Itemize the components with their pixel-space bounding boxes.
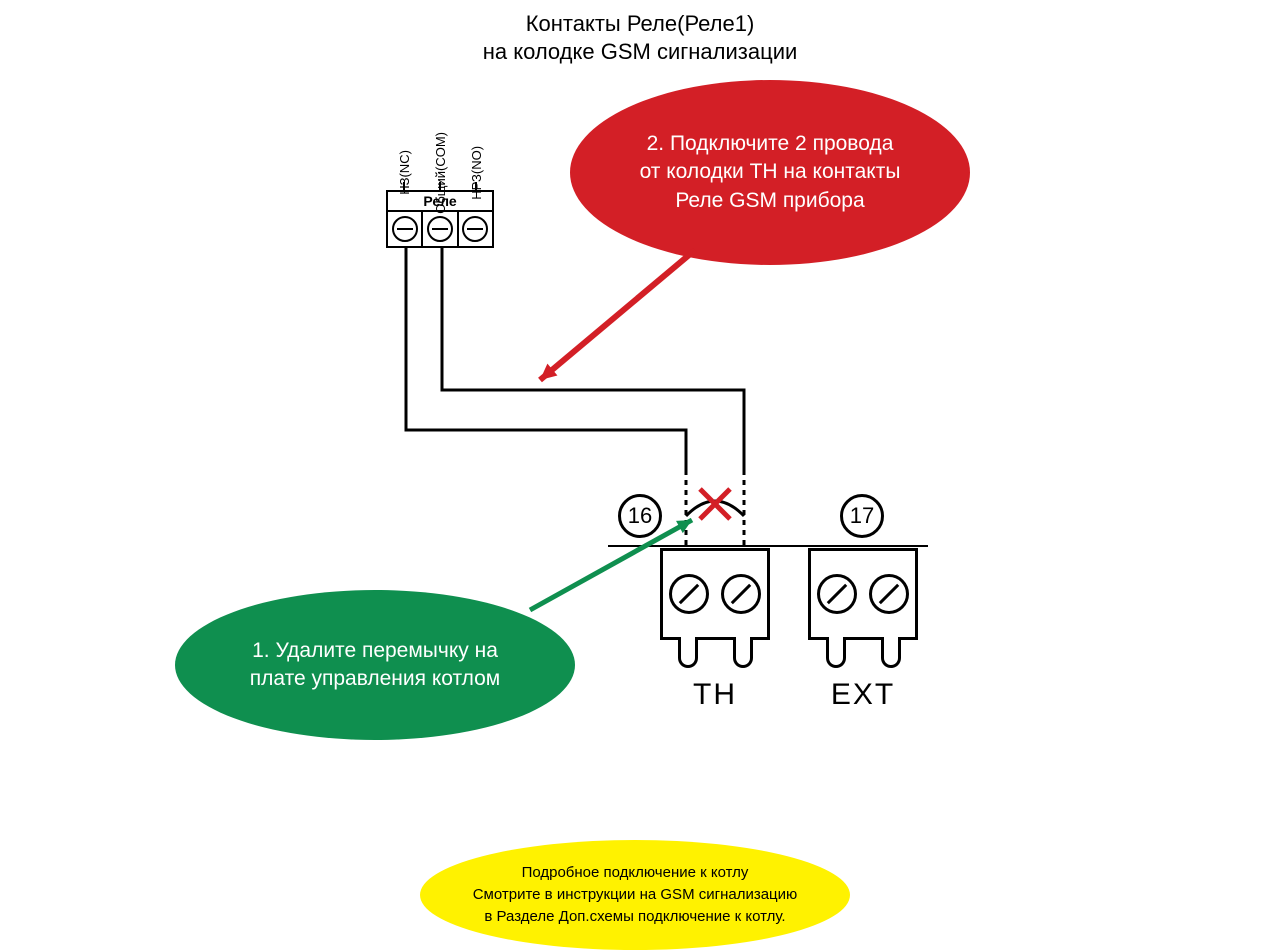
circled-number-16-text: 16	[628, 503, 652, 529]
connector-th: TH	[660, 548, 770, 712]
relay-terminals	[386, 210, 494, 248]
relay-pin-com: Общий(COM)	[433, 132, 447, 214]
callout-red-text: 2. Подключите 2 провода от колодки TH на…	[640, 130, 901, 215]
circled-number-17-text: 17	[850, 503, 874, 529]
callout-yellow-text: Подробное подключение к котлу Смотрите в…	[473, 862, 798, 927]
screw-icon	[462, 216, 488, 242]
circled-number-16: 16	[618, 494, 662, 538]
circled-number-17: 17	[840, 494, 884, 538]
terminal-hole-icon	[869, 574, 909, 614]
terminal-hole-icon	[721, 574, 761, 614]
relay-pin-nc: НЗ(NC)	[397, 132, 411, 214]
baseline	[608, 545, 928, 547]
screw-icon	[427, 216, 453, 242]
connector-ext: EXT	[808, 548, 918, 712]
prong-icon	[678, 637, 698, 668]
screw-icon	[392, 216, 418, 242]
connector-th-label: TH	[660, 678, 770, 712]
prong-icon	[826, 637, 846, 668]
header-line2: на колодке GSM сигнализации	[0, 38, 1280, 66]
prong-icon	[733, 637, 753, 668]
relay-block: НЗ(NC) Общий(COM) НРЗ(NO) Реле	[386, 190, 494, 248]
header-line1: Контакты Реле(Реле1)	[0, 10, 1280, 38]
relay-pin-no: НРЗ(NO)	[469, 132, 483, 214]
relay-pin-stubs	[386, 182, 494, 190]
relay-pin-labels: НЗ(NC) Общий(COM) НРЗ(NO)	[386, 132, 494, 214]
terminal-hole-icon	[669, 574, 709, 614]
callout-yellow: Подробное подключение к котлу Смотрите в…	[420, 840, 850, 950]
callout-green-text: 1. Удалите перемычку на плате управления…	[250, 637, 501, 694]
callout-green: 1. Удалите перемычку на плате управления…	[175, 590, 575, 740]
connector-ext-label: EXT	[808, 678, 918, 712]
callout-red: 2. Подключите 2 провода от колодки TH на…	[570, 80, 970, 265]
terminal-hole-icon	[817, 574, 857, 614]
prong-icon	[881, 637, 901, 668]
header: Контакты Реле(Реле1) на колодке GSM сигн…	[0, 10, 1280, 65]
